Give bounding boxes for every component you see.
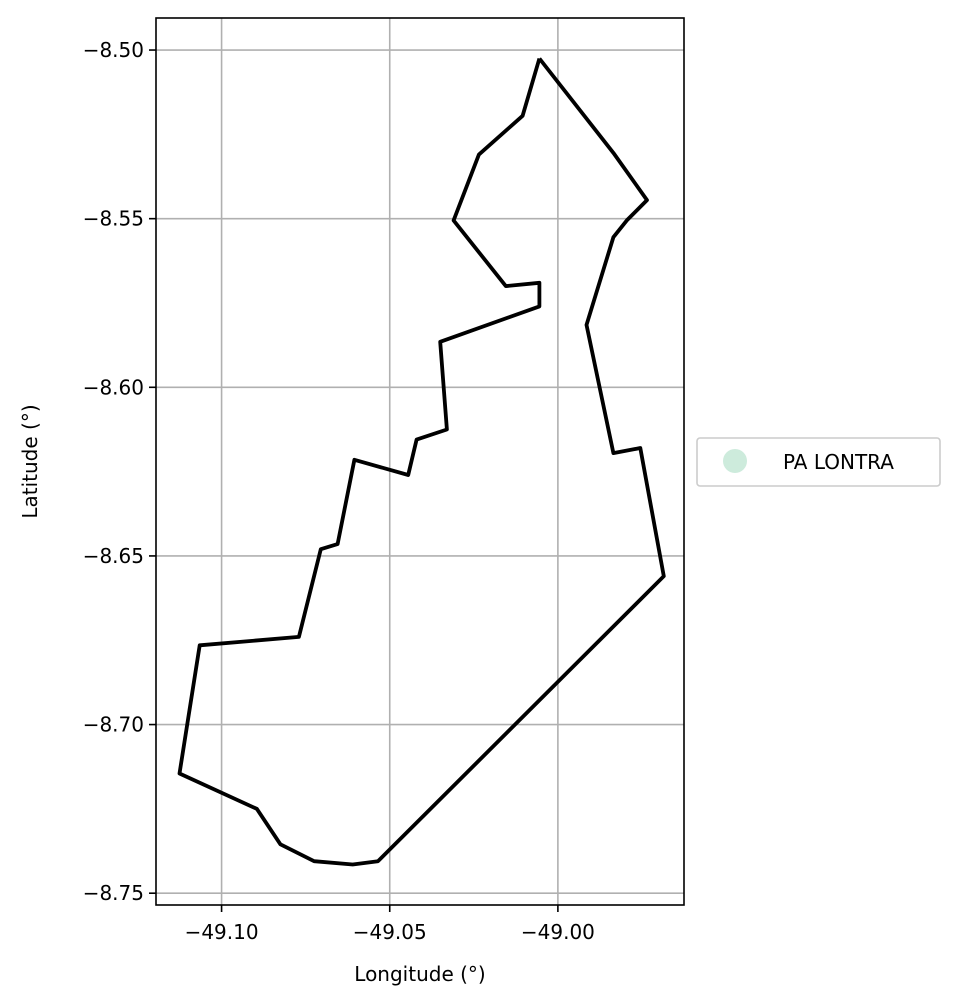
x-axis-label: Longitude (°)	[354, 962, 485, 986]
y-axis-label: Latitude (°)	[18, 404, 42, 518]
y-tick-label: −8.70	[83, 713, 144, 737]
polygon-boundary-pa-lontra	[177, 57, 666, 867]
y-tick-label: −8.50	[83, 38, 144, 62]
x-tick-label: −49.10	[185, 920, 259, 944]
x-tick-label: −49.05	[353, 920, 427, 944]
legend: PA LONTRA	[696, 437, 941, 487]
axis-ticks: −49.10 −49.05 −49.00 −8.50 −8.55 −8.60 −8.65 −8…	[83, 38, 595, 944]
legend-frame	[696, 437, 941, 487]
grid	[156, 18, 684, 905]
x-tick-label: −49.00	[521, 920, 595, 944]
plot-frame	[155, 17, 685, 906]
y-tick-label: −8.65	[83, 544, 144, 568]
y-tick-label: −8.60	[83, 375, 144, 399]
legend-marker-pa-lontra	[723, 449, 747, 473]
y-tick-label: −8.55	[83, 207, 144, 231]
plot-area	[177, 57, 666, 867]
y-tick-label: −8.75	[83, 881, 144, 905]
legend-label-pa-lontra: PA LONTRA	[783, 450, 894, 474]
